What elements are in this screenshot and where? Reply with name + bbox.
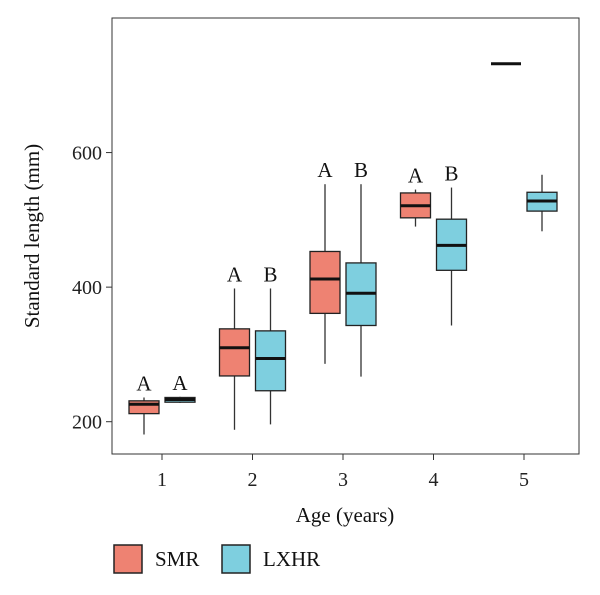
legend-label-smr: SMR — [155, 547, 199, 571]
x-tick-label: 5 — [519, 469, 529, 491]
significance-letter: A — [227, 262, 243, 286]
significance-letter: A — [317, 158, 333, 182]
box-smr-age-3 — [309, 184, 341, 364]
box-lxhr-age-2 — [254, 288, 287, 425]
box-groups — [128, 62, 558, 435]
box-iqr — [218, 328, 251, 377]
y-tick-label: 200 — [72, 412, 102, 434]
plot-panel — [111, 17, 580, 455]
y-tick-label: 400 — [72, 277, 102, 299]
box-lxhr-age-1 — [164, 396, 196, 403]
x-axis: 1 2 3 4 5 — [157, 454, 529, 491]
significance-letter: B — [444, 162, 458, 186]
significance-letter: A — [172, 371, 188, 395]
significance-letter: A — [408, 164, 424, 188]
significance-letter: B — [354, 158, 368, 182]
x-tick-label: 3 — [338, 469, 348, 491]
box-iqr — [309, 250, 341, 315]
box-lxhr-age-3 — [345, 184, 377, 377]
box-lxhr-age-5 — [526, 174, 558, 232]
significance-letter: A — [136, 371, 152, 395]
y-tick-label: 600 — [72, 143, 102, 165]
legend-swatch-lxhr — [221, 544, 251, 574]
significance-letter: B — [263, 262, 277, 286]
y-axis-title: Standard length (mm) — [20, 144, 44, 328]
box-smr-age-2 — [218, 288, 251, 430]
x-tick-label: 4 — [429, 469, 439, 491]
box-lxhr-age-4 — [435, 187, 468, 326]
box-smr-age-1 — [128, 397, 160, 435]
x-tick-label: 1 — [157, 469, 167, 491]
legend-label-lxhr: LXHR — [263, 547, 320, 571]
legend: SMR LXHR — [113, 544, 320, 574]
x-tick-label: 2 — [248, 469, 258, 491]
legend-swatch-smr — [113, 544, 143, 574]
box-smr-age-4 — [399, 189, 432, 227]
x-axis-title: Age (years) — [296, 503, 395, 527]
y-axis: 200 400 600 — [72, 143, 112, 434]
box-iqr — [254, 330, 287, 392]
